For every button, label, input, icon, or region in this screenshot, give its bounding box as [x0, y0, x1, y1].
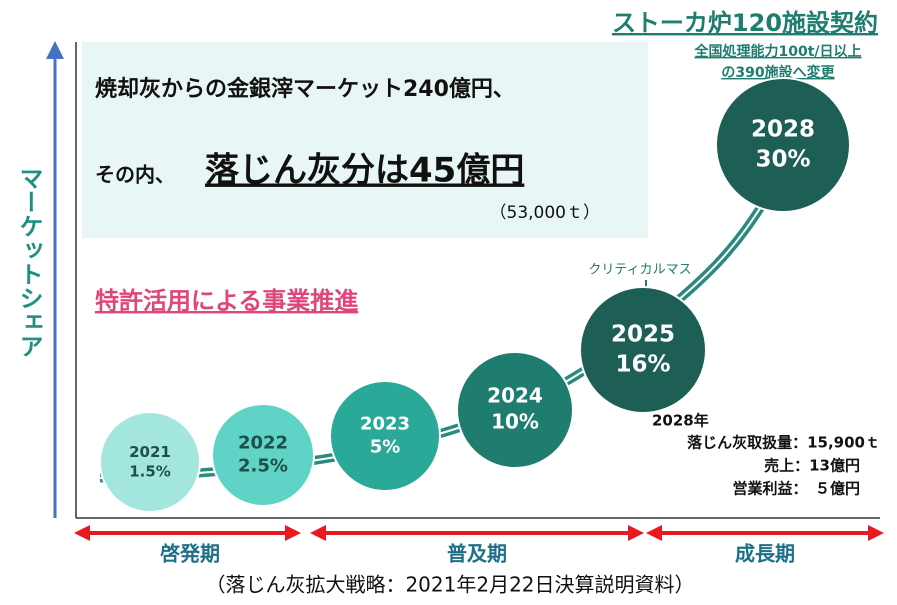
top-right-title: ストーカ炉120施設契約: [612, 9, 878, 37]
milestone-share: 16%: [615, 351, 670, 377]
phase-label: 成長期: [735, 542, 795, 566]
caption: （落じん灰拡大戦略：2021年2月22日決算説明資料）: [205, 573, 694, 597]
milestone-share: 1.5%: [129, 462, 171, 480]
headline-prefix: その内、: [95, 163, 175, 187]
headline-note: （53,000ｔ）: [490, 203, 600, 223]
details-year: 2028年: [652, 412, 709, 430]
milestone-year: 2025: [611, 322, 675, 348]
milestone-year: 2024: [487, 384, 543, 408]
details-line: 営業利益： ５億円: [732, 480, 860, 498]
milestone-circle: [715, 77, 851, 213]
critical-mass-label: クリティカルマス: [588, 263, 691, 278]
milestone-share: 5%: [370, 437, 401, 458]
milestone-year: 2028: [751, 117, 815, 143]
details-line: 売上：13億円: [764, 457, 860, 475]
phase-label: 啓発期: [160, 542, 220, 566]
milestone-circle: [456, 351, 574, 469]
details-line: 落じん灰取扱量：15,900ｔ: [687, 434, 880, 452]
milestone-circle: [211, 403, 315, 507]
y-axis-label: マーケットシェア: [15, 166, 43, 358]
phase-label: 普及期: [447, 542, 507, 566]
milestone-circle: [99, 411, 201, 513]
headline-emphasis: 落じん灰分は45億円: [205, 151, 524, 191]
milestone-year: 2023: [360, 413, 410, 434]
milestone-share: 10%: [491, 410, 539, 434]
headline-box: [82, 42, 648, 238]
subheading: 特許活用による事業推進: [95, 287, 358, 315]
milestone-circle: [329, 380, 441, 492]
milestone-year: 2022: [238, 432, 288, 453]
milestone-share: 30%: [755, 146, 810, 172]
headline-line1: 焼却灰からの金銀滓マーケット240億円、: [95, 76, 515, 102]
top-right-line: 全国処理能力100t/日以上: [693, 43, 861, 60]
milestone-year: 2021: [129, 443, 171, 461]
milestone-circle: [579, 286, 707, 414]
top-right-line: の390施設へ変更: [721, 64, 835, 81]
milestone-share: 2.5%: [238, 456, 288, 477]
